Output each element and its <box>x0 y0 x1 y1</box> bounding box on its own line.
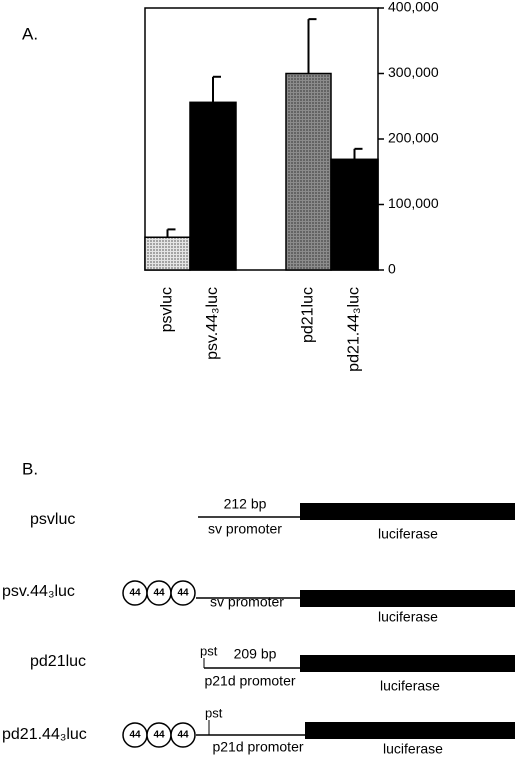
y-tick-label: 300,000 <box>388 64 439 80</box>
gene-label: luciferase <box>383 741 443 757</box>
promoter-label: sv promoter <box>210 594 284 610</box>
construct-name: pd21luc <box>30 653 86 670</box>
luciferase-box <box>300 503 515 520</box>
y-tick-label: 200,000 <box>388 130 439 146</box>
x-tick-label: psvluc <box>159 287 176 332</box>
bar-texture <box>286 73 331 270</box>
x-tick-label: psv.44₃luc <box>204 287 221 360</box>
luciferase-box <box>305 722 515 739</box>
y-tick-label: 400,000 <box>388 0 439 15</box>
x-tick-label: pd21.44₃luc <box>346 287 363 372</box>
luciferase-box <box>300 655 515 672</box>
panel-label: A. <box>22 24 38 43</box>
gene-label: luciferase <box>378 609 438 625</box>
y-tick-label: 0 <box>388 261 396 277</box>
promoter-label: p21d promoter <box>204 673 295 689</box>
promoter-label: p21d promoter <box>212 739 303 755</box>
pst-label: pst <box>205 705 223 720</box>
gene-label: luciferase <box>380 678 440 694</box>
bar-texture <box>145 237 190 270</box>
x-tick-label: pd21luc <box>300 287 317 343</box>
binding-site <box>170 722 196 748</box>
gene-label: luciferase <box>378 526 438 542</box>
binding-site <box>170 580 196 606</box>
binding-site-label: 44 <box>153 588 165 599</box>
binding-site-label: 44 <box>177 730 189 741</box>
construct-name: pd21.44₃luc <box>2 726 87 743</box>
promoter-label: sv promoter <box>208 521 282 537</box>
binding-site-label: 44 <box>129 730 141 741</box>
binding-site-label: 44 <box>129 588 141 599</box>
luciferase-box <box>300 590 515 607</box>
binding-site-label: 44 <box>177 588 189 599</box>
y-tick-label: 100,000 <box>388 195 439 211</box>
binding-site-label: 44 <box>153 730 165 741</box>
construct-name: psv.44₃luc <box>2 583 75 600</box>
size-label: 212 bp <box>224 496 267 512</box>
bar <box>189 101 237 271</box>
pst-label: pst <box>200 643 218 658</box>
panel-label: B. <box>22 459 38 478</box>
bar <box>330 158 379 271</box>
size-label: 209 bp <box>234 646 277 662</box>
construct-name: psvluc <box>30 511 75 528</box>
